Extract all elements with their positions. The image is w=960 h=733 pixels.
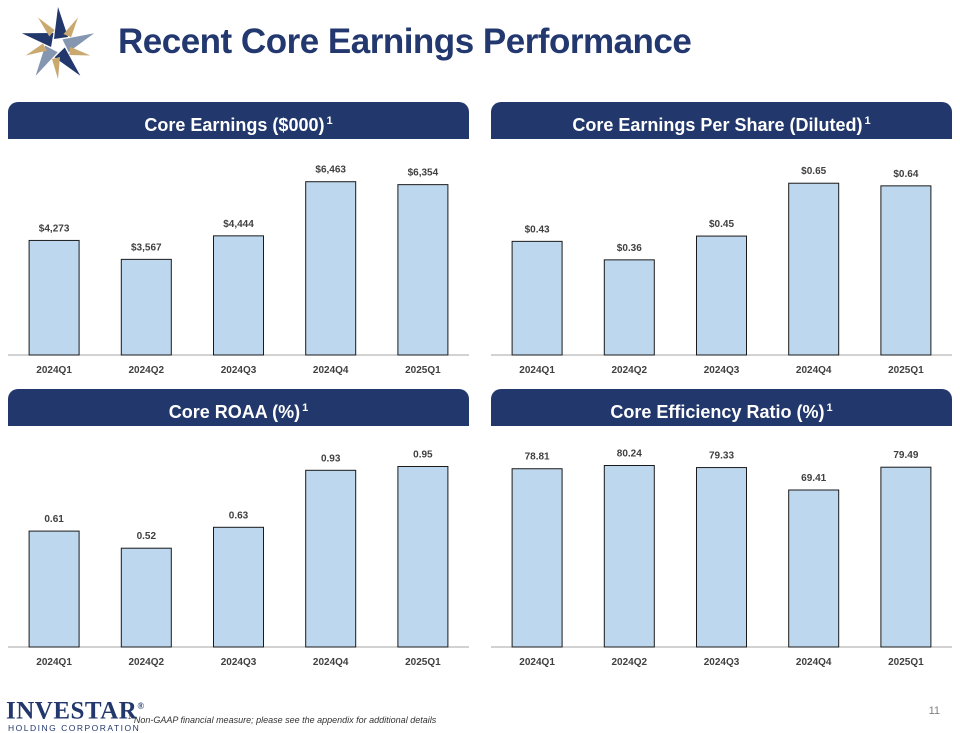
- bar-2024Q1: [511, 468, 563, 648]
- panel-title: Core Earnings ($000): [144, 115, 325, 135]
- data-label: $4,273: [39, 223, 70, 234]
- data-label: 78.81: [525, 452, 550, 463]
- x-tick-label: 2024Q1: [519, 365, 555, 376]
- page-number: 11: [928, 705, 940, 717]
- bar-2024Q2: [603, 259, 655, 356]
- panel-header-roaa: Core ROAA (%) 1: [8, 389, 469, 426]
- bar-2024Q4: [788, 182, 840, 356]
- x-tick-label: 2024Q2: [129, 657, 165, 668]
- bar-2024Q2: [603, 465, 655, 648]
- data-label: $0.36: [617, 243, 642, 254]
- logo-registered: ®: [137, 701, 145, 711]
- bar-2025Q1: [880, 466, 932, 648]
- bar-2024Q3: [696, 467, 747, 648]
- x-tick-label: 2024Q1: [36, 365, 72, 376]
- x-tick-label: 2024Q4: [313, 365, 349, 376]
- x-tick-label: 2024Q4: [796, 657, 832, 668]
- panel-header-core-earnings: Core Earnings ($000) 1: [8, 102, 469, 139]
- bar-2024Q1: [28, 530, 80, 648]
- bar-2024Q3: [213, 526, 264, 648]
- x-tick-label: 2025Q1: [888, 365, 924, 376]
- x-tick-label: 2025Q1: [405, 365, 441, 376]
- data-label: 0.63: [229, 510, 249, 521]
- bar-2024Q2: [120, 258, 172, 356]
- data-label: $0.65: [801, 166, 826, 177]
- footnote-text: Non-GAAP financial measure; please see t…: [133, 715, 437, 725]
- panel-header-eps: Core Earnings Per Share (Diluted) 1: [491, 102, 952, 139]
- bar-2024Q4: [305, 469, 357, 648]
- x-tick-label: 2024Q3: [704, 365, 740, 376]
- data-label: $6,354: [408, 168, 439, 179]
- investar-logo: INVESTAR® HOLDING CORPORATION: [6, 694, 145, 733]
- x-tick-label: 2025Q1: [405, 657, 441, 668]
- data-label: $4,444: [223, 219, 254, 230]
- footnote-marker: 1: [326, 115, 333, 127]
- core-earnings-chart: $4,273 2024Q1 $3,567 2024Q2 $4,444 2024Q3 $6,4…: [8, 165, 469, 376]
- footnote-marker: 1: [302, 402, 309, 414]
- x-tick-label: 2024Q2: [612, 657, 648, 668]
- data-label: $0.45: [709, 219, 734, 230]
- panel-header-efficiency: Core Efficiency Ratio (%) 1: [491, 389, 952, 426]
- data-label: 0.93: [321, 453, 341, 464]
- data-label: $0.64: [893, 169, 918, 180]
- bar-2025Q1: [397, 184, 449, 356]
- footnote-number: 1: [128, 715, 132, 721]
- bar-2024Q3: [696, 235, 747, 356]
- panel-title: Core Earnings Per Share (Diluted): [572, 115, 863, 135]
- bar-2024Q4: [788, 489, 840, 648]
- footnote-marker: 1: [826, 402, 833, 414]
- logo-name: INVESTAR: [6, 697, 138, 725]
- data-label: 79.33: [709, 451, 734, 462]
- x-tick-label: 2024Q3: [221, 365, 257, 376]
- panel-title: Core ROAA (%): [168, 402, 301, 422]
- x-tick-label: 2024Q4: [313, 657, 349, 668]
- logo-blade-1: [54, 7, 68, 39]
- data-label: $0.43: [525, 224, 550, 235]
- x-tick-label: 2024Q4: [796, 365, 832, 376]
- data-label: $3,567: [131, 242, 162, 253]
- x-tick-label: 2024Q3: [704, 657, 740, 668]
- x-tick-label: 2024Q1: [519, 657, 555, 668]
- bar-2024Q2: [120, 547, 172, 648]
- data-label: 0.95: [413, 450, 433, 461]
- bar-2024Q4: [305, 181, 357, 356]
- x-tick-label: 2025Q1: [888, 657, 924, 668]
- core-efficiency-chart: 78.81 2024Q1 80.24 2024Q2 79.33 2024Q3 69.41 20…: [491, 449, 952, 668]
- bar-2024Q1: [511, 240, 563, 356]
- page-title: Recent Core Earnings Performance: [118, 22, 692, 61]
- logo-subtitle: HOLDING CORPORATION: [8, 723, 141, 733]
- data-label: 0.52: [137, 531, 157, 542]
- x-tick-label: 2024Q2: [129, 365, 165, 376]
- data-label: 79.49: [893, 450, 918, 461]
- bar-2024Q3: [213, 235, 264, 356]
- bar-2025Q1: [880, 185, 932, 356]
- data-label: 80.24: [617, 449, 642, 460]
- company-star-logo: [21, 7, 95, 79]
- bar-2024Q1: [28, 239, 80, 356]
- data-label: $6,463: [315, 165, 346, 176]
- footnote: 1 Non-GAAP financial measure; please see…: [128, 715, 436, 725]
- x-tick-label: 2024Q1: [36, 657, 72, 668]
- x-tick-label: 2024Q3: [221, 657, 257, 668]
- bar-2025Q1: [397, 466, 449, 648]
- panel-title: Core Efficiency Ratio (%): [610, 402, 825, 422]
- data-label: 69.41: [801, 473, 826, 484]
- x-tick-label: 2024Q2: [612, 365, 648, 376]
- core-eps-chart: $0.43 2024Q1 $0.36 2024Q2 $0.45 2024Q3 $0.65 20…: [491, 166, 952, 376]
- data-label: 0.61: [44, 514, 64, 525]
- core-roaa-chart: 0.61 2024Q1 0.52 2024Q2 0.63 2024Q3 0.93 2024Q4…: [8, 450, 469, 668]
- footnote-marker: 1: [864, 115, 871, 127]
